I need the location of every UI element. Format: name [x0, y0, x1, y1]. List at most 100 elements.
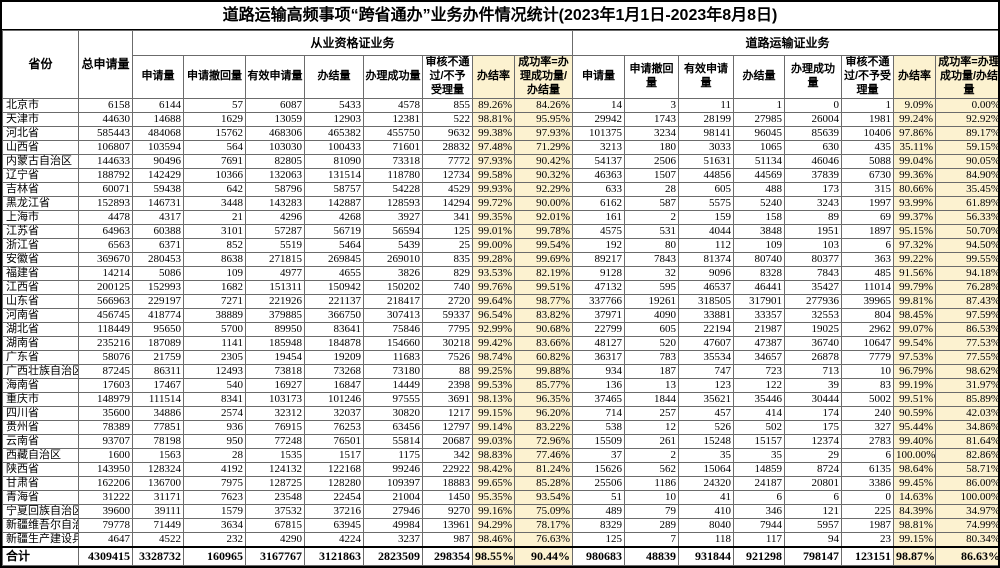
qualification-cell-4: 455750 [363, 126, 423, 141]
total-row: 合计 4309415 3328732 160965 3167767 3121863 2823… [2, 545, 998, 566]
total-applications-cell: 6563 [78, 238, 133, 253]
qualification-cell-4: 109397 [363, 476, 423, 491]
qualification-cell-0: 280453 [132, 252, 184, 267]
qualification-cell-6: 99.53% [472, 378, 515, 393]
transport-cell-2: 81374 [678, 252, 735, 267]
transport-cell-4: 1951 [784, 224, 843, 239]
transport-cell-1: 562 [624, 462, 680, 477]
qualification-cell-1: 4192 [183, 462, 246, 477]
transport-cell-1: 261 [624, 434, 680, 449]
total-applications-cell: 44630 [78, 112, 133, 127]
transport-cell-4: 0 [784, 98, 843, 113]
qualification-cell-5: 59337 [422, 308, 473, 323]
transport-cell-7: 76.28% [935, 280, 998, 295]
qualification-cell-1: 12493 [183, 364, 246, 379]
qualification-cell-6: 99.16% [472, 504, 515, 519]
qualification-cell-5: 7772 [422, 154, 473, 169]
qualification-cell-4: 27946 [363, 504, 423, 519]
transport-cell-6: 80.66% [893, 182, 937, 197]
qualification-cell-0: 187089 [132, 336, 184, 351]
qualification-cell-3: 4655 [304, 266, 364, 281]
table-row: 河北省 585443 484068 15762 468306 465382 455750 96… [2, 126, 998, 141]
transport-cell-6: 91.56% [893, 266, 937, 281]
qualification-cell-6: 99.01% [472, 224, 515, 239]
transport-cell-3: 51134 [733, 154, 786, 169]
transport-cell-3: 46441 [733, 280, 786, 295]
transport-cell-6: 99.37% [893, 210, 937, 225]
table-row: 山西省 106807 103594 564 103030 100433 71601 28832… [2, 140, 998, 155]
transport-cell-0: 192 [572, 238, 626, 253]
qualification-cell-0: 14688 [132, 112, 184, 127]
transport-cell-5: 6 [841, 448, 895, 463]
transport-cell-5: 11014 [841, 280, 895, 295]
province-cell: 甘肃省 [2, 476, 79, 491]
transport-cell-5: 435 [841, 140, 895, 155]
qualification-cell-3: 4224 [304, 532, 364, 547]
transport-cell-2: 3033 [678, 140, 735, 155]
qualification-cell-7: 85.77% [513, 378, 574, 393]
transport-cell-7: 98.62% [935, 364, 998, 379]
qualification-cell-6: 94.29% [472, 518, 515, 533]
qualification-cell-0: 152993 [132, 280, 184, 295]
transport-cell-1: 257 [624, 406, 680, 421]
province-cell: 陕西省 [2, 462, 79, 477]
table-row: 新疆生产建设兵团4647452223242904224323798798.46%… [2, 532, 998, 547]
qualification-cell-3: 37216 [304, 504, 364, 519]
qualification-cell-3: 1517 [304, 448, 364, 463]
transport-cell-4: 37839 [784, 168, 843, 183]
transport-cell-1: 32 [624, 266, 680, 281]
transport-cell-0: 489 [572, 504, 626, 519]
province-cell: 天津市 [2, 112, 79, 127]
qualification-cell-4: 3237 [363, 532, 423, 547]
transport-cell-6: 9.09% [893, 98, 937, 113]
transport-cell-4: 175 [784, 420, 843, 435]
qualification-cell-3: 366750 [304, 308, 364, 323]
transport-cell-2: 51631 [678, 154, 735, 169]
qualification-cell-6: 99.25% [472, 364, 515, 379]
transport-cell-4: 85639 [784, 126, 843, 141]
table-row: 江西省 200125 152993 1682 151311 150942 150202 740… [2, 280, 998, 295]
transport-cell-7: 74.99% [935, 518, 998, 533]
transport-cell-1: 7 [624, 532, 680, 547]
transport-cell-2: 47607 [678, 336, 735, 351]
qualification-cell-5: 12734 [422, 168, 473, 183]
transport-cell-3: 80740 [733, 252, 786, 267]
transport-cell-1: 531 [624, 224, 680, 239]
province-cell: 吉林省 [2, 182, 79, 197]
transport-cell-3: 35 [733, 448, 786, 463]
qualification-cell-7: 95.95% [513, 112, 574, 127]
qualification-cell-7: 90.32% [513, 168, 574, 183]
qualification-cell-3: 150942 [304, 280, 364, 295]
qualification-cell-0: 78198 [132, 434, 184, 449]
transport-cell-6: 99.04% [893, 154, 937, 169]
transport-cell-1: 605 [624, 322, 680, 337]
total-applications-cell: 143950 [78, 462, 133, 477]
qualification-cell-4: 73318 [363, 154, 423, 169]
transport-cell-5: 6135 [841, 462, 895, 477]
qualification-cell-5: 13961 [422, 518, 473, 533]
qualification-cell-2: 132063 [245, 168, 305, 183]
transport-cell-5: 1997 [841, 196, 895, 211]
qualification-cell-1: 2305 [183, 350, 246, 365]
qualification-cell-2: 82805 [245, 154, 305, 169]
qualification-cell-1: 7623 [183, 490, 246, 505]
qualification-cell-1: 3634 [183, 518, 246, 533]
qualification-cell-7: 99.51% [513, 280, 574, 295]
table-row: 海南省 17603 17467 540 16927 16847 14449 2398 99.53… [2, 378, 998, 393]
transport-cell-3: 1 [733, 98, 786, 113]
transport-cell-2: 15064 [678, 462, 735, 477]
qualification-cell-4: 75846 [363, 322, 423, 337]
qualification-cell-4: 14449 [363, 378, 423, 393]
table-row: 山东省 566963 229197 7271 221926 221137 218417 272… [2, 294, 998, 309]
qualification-cell-2: 19454 [245, 350, 305, 365]
transport-cell-1: 12 [624, 420, 680, 435]
qualification-cell-3: 76253 [304, 420, 364, 435]
transport-cell-2: 22194 [678, 322, 735, 337]
qualification-cell-6: 99.03% [472, 434, 515, 449]
transport-cell-0: 161 [572, 210, 626, 225]
transport-cell-7: 82.86% [935, 448, 998, 463]
table-row: 贵州省 78389 77851 936 76915 76253 63456 12797 99.1… [2, 420, 998, 435]
qualification-cell-1: 3101 [183, 224, 246, 239]
qualification-cell-3: 63945 [304, 518, 364, 533]
qualification-cell-0: 39111 [132, 504, 184, 519]
